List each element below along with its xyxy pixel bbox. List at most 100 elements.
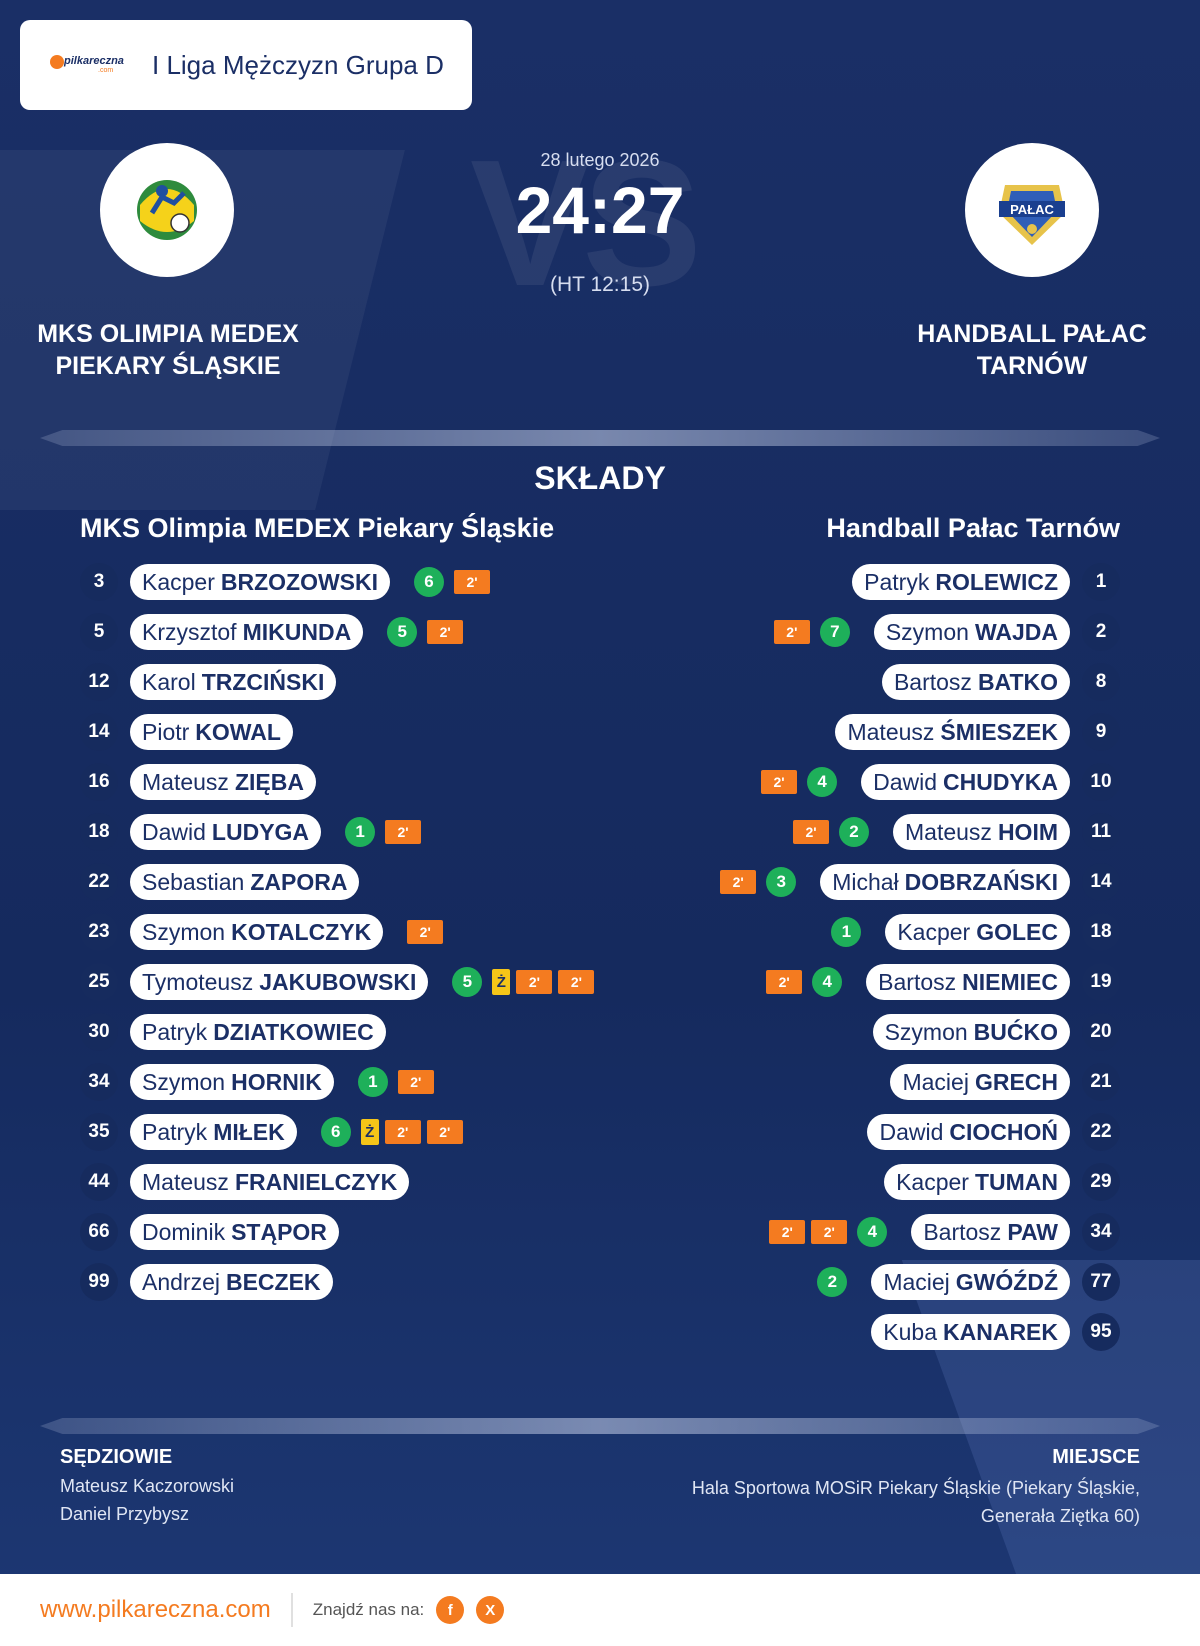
site-link[interactable]: www.pilkareczna.com bbox=[40, 1596, 271, 1623]
player-row: 19 Bartosz NIEMIEC 4 2' bbox=[560, 957, 1120, 1007]
player-name[interactable]: Tymoteusz JAKUBOWSKI bbox=[130, 964, 429, 1000]
player-first-name: Szymon bbox=[884, 1018, 968, 1045]
home-squad-list: 3 Kacper BRZOZOWSKI 6 2' 5 Krzysztof MIKUNDA 5 2'… bbox=[80, 557, 640, 1307]
player-row: 30 Patryk DZIATKOWIEC bbox=[80, 1007, 640, 1057]
player-first-name: Mateusz bbox=[142, 1168, 229, 1195]
away-squad-title: Handball Pałac Tarnów bbox=[826, 513, 1120, 543]
player-number: 9 bbox=[1082, 713, 1120, 751]
penalty-badge: 2' bbox=[773, 620, 810, 644]
league-header: pilkareczna .com I Liga Mężczyzn Grupa D bbox=[20, 20, 472, 110]
player-stats: 2 2' bbox=[787, 817, 869, 847]
x-icon[interactable]: X bbox=[476, 1596, 505, 1624]
player-number: 95 bbox=[1082, 1313, 1120, 1351]
player-last-name: ZIĘBA bbox=[234, 768, 304, 795]
player-first-name: Kuba bbox=[883, 1318, 937, 1345]
player-number: 30 bbox=[80, 1013, 118, 1051]
goals-badge: 5 bbox=[452, 967, 483, 997]
player-stats: 2' bbox=[407, 920, 449, 944]
player-first-name: Krzysztof bbox=[142, 618, 237, 645]
player-name[interactable]: Bartosz NIEMIEC bbox=[866, 964, 1070, 1000]
home-squad-title: MKS Olimpia MEDEX Piekary Śląskie bbox=[80, 513, 555, 543]
player-name[interactable]: Kacper BRZOZOWSKI bbox=[130, 564, 391, 600]
player-name[interactable]: Patryk DZIATKOWIEC bbox=[130, 1014, 386, 1050]
player-name[interactable]: Szymon WAJDA bbox=[873, 614, 1070, 650]
player-name[interactable]: Szymon KOTALCZYK bbox=[130, 914, 384, 950]
player-first-name: Mateusz bbox=[905, 818, 992, 845]
match-date: 28 lutego 2026 bbox=[540, 150, 660, 170]
player-name[interactable]: Dominik STĄPOR bbox=[130, 1214, 339, 1250]
goals-badge: 4 bbox=[807, 767, 838, 797]
player-last-name: MIŁEK bbox=[213, 1118, 285, 1145]
player-first-name: Tymoteusz bbox=[142, 968, 254, 995]
player-name[interactable]: Dawid CIOCHOŃ bbox=[867, 1114, 1070, 1150]
player-name[interactable]: Dawid LUDYGA bbox=[130, 814, 322, 850]
player-name[interactable]: Kuba KANAREK bbox=[871, 1314, 1070, 1350]
player-first-name: Maciej bbox=[902, 1068, 969, 1095]
player-number: 10 bbox=[1082, 763, 1120, 801]
player-last-name: LUDYGA bbox=[211, 818, 310, 845]
player-name[interactable]: Dawid CHUDYKA bbox=[861, 764, 1070, 800]
home-team-name-line: PIEKARY ŚLĄSKIE bbox=[55, 352, 281, 380]
player-last-name: CIOCHOŃ bbox=[949, 1118, 1058, 1145]
player-first-name: Dawid bbox=[142, 818, 206, 845]
player-row: 23 Szymon KOTALCZYK 2' bbox=[80, 907, 640, 957]
penalty-badge: 2' bbox=[766, 970, 803, 994]
player-row: 22 Dawid CIOCHOŃ bbox=[560, 1107, 1120, 1157]
halftime-score: (HT 12:15) bbox=[550, 273, 650, 296]
footer-separator bbox=[290, 1593, 293, 1627]
player-number: 12 bbox=[80, 663, 118, 701]
penalty-badge: 2' bbox=[769, 1220, 806, 1244]
site-logo-text: pilkareczna bbox=[64, 55, 124, 67]
player-last-name: KOWAL bbox=[195, 718, 281, 745]
section-divider bbox=[40, 1418, 1160, 1434]
facebook-icon[interactable]: f bbox=[436, 1596, 465, 1624]
player-name[interactable]: Patryk ROLEWICZ bbox=[852, 564, 1070, 600]
player-name[interactable]: Mateusz HOIM bbox=[893, 814, 1070, 850]
player-name[interactable]: Patryk MIŁEK bbox=[130, 1114, 297, 1150]
match-score: 24:27 bbox=[515, 173, 685, 247]
player-row: 5 Krzysztof MIKUNDA 5 2' bbox=[80, 607, 640, 657]
player-name[interactable]: Michał DOBRZAŃSKI bbox=[820, 864, 1070, 900]
player-name[interactable]: Maciej GRECH bbox=[890, 1064, 1070, 1100]
player-name[interactable]: Kacper GOLEC bbox=[885, 914, 1070, 950]
player-first-name: Szymon bbox=[142, 918, 226, 945]
goals-badge: 4 bbox=[812, 967, 843, 997]
penalty-badge: 2' bbox=[761, 770, 798, 794]
player-name[interactable]: Piotr KOWAL bbox=[130, 714, 293, 750]
player-name[interactable]: Mateusz ŚMIESZEK bbox=[835, 714, 1070, 750]
player-first-name: Patryk bbox=[142, 1118, 208, 1145]
player-row: 44 Mateusz FRANIELCZYK bbox=[80, 1157, 640, 1207]
yellow-card-icon: Ż bbox=[492, 969, 511, 995]
player-name[interactable]: Andrzej BECZEK bbox=[130, 1264, 333, 1300]
player-name[interactable]: Bartosz PAW bbox=[911, 1214, 1070, 1250]
away-team-name-line: TARNÓW bbox=[976, 352, 1088, 380]
player-name[interactable]: Szymon BUĆKO bbox=[872, 1014, 1070, 1050]
player-number: 18 bbox=[1082, 913, 1120, 951]
player-row: 16 Mateusz ZIĘBA bbox=[80, 757, 640, 807]
player-name[interactable]: Krzysztof MIKUNDA bbox=[130, 614, 364, 650]
player-number: 1 bbox=[1082, 563, 1120, 601]
player-last-name: TUMAN bbox=[974, 1168, 1058, 1195]
away-team-logo: PAŁAC bbox=[965, 143, 1099, 277]
player-first-name: Andrzej bbox=[142, 1268, 220, 1295]
player-first-name: Dawid bbox=[879, 1118, 944, 1145]
player-last-name: BUĆKO bbox=[973, 1018, 1058, 1045]
goals-badge: 7 bbox=[819, 617, 850, 647]
player-name[interactable]: Kacper TUMAN bbox=[884, 1164, 1070, 1200]
player-name[interactable]: Bartosz BATKO bbox=[881, 664, 1070, 700]
player-number: 34 bbox=[1082, 1213, 1120, 1251]
player-name[interactable]: Maciej GWÓŹDŹ bbox=[871, 1264, 1070, 1300]
player-first-name: Dominik bbox=[142, 1218, 226, 1245]
player-name[interactable]: Sebastian ZAPORA bbox=[130, 864, 360, 900]
player-name[interactable]: Mateusz ZIĘBA bbox=[130, 764, 316, 800]
player-name[interactable]: Mateusz FRANIELCZYK bbox=[130, 1164, 410, 1200]
player-name[interactable]: Szymon HORNIK bbox=[130, 1064, 334, 1100]
penalty-badge: 2' bbox=[811, 1220, 848, 1244]
player-last-name: KANAREK bbox=[943, 1318, 1058, 1345]
player-last-name: JAKUBOWSKI bbox=[259, 968, 417, 995]
player-last-name: TRZCIŃSKI bbox=[201, 668, 325, 695]
site-logo[interactable]: pilkareczna .com bbox=[50, 51, 124, 79]
player-name[interactable]: Karol TRZCIŃSKI bbox=[130, 664, 337, 700]
player-number: 8 bbox=[1082, 663, 1120, 701]
